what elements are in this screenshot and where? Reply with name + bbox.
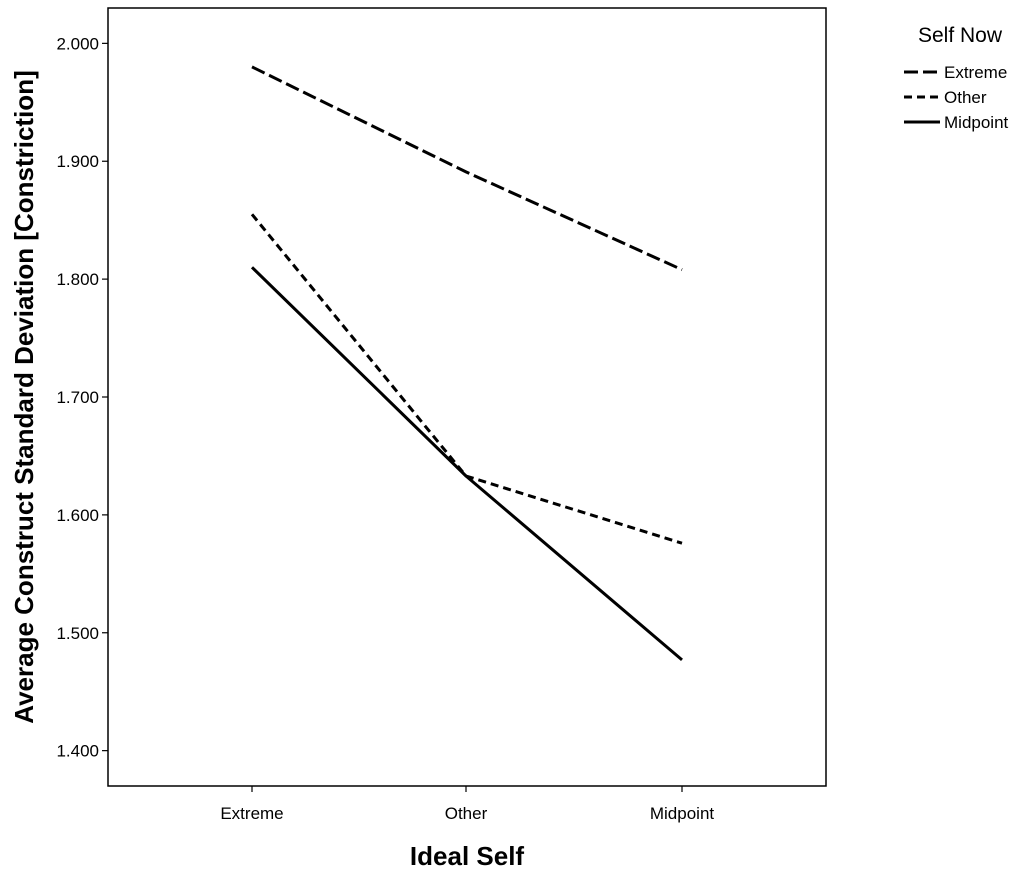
y-tick-label: 1.400 [56, 742, 99, 761]
legend-label-extreme: Extreme [944, 63, 1007, 82]
y-tick-label: 1.700 [56, 388, 99, 407]
x-axis-ticks: Extreme Other Midpoint [220, 786, 714, 823]
legend-items: Extreme Other Midpoint [904, 63, 1009, 132]
x-axis-title: Ideal Self [410, 841, 524, 871]
series-lines [250, 65, 683, 662]
y-tick-label: 1.900 [56, 152, 99, 171]
x-tick-label: Other [445, 804, 488, 823]
legend-label-other: Other [944, 88, 987, 107]
legend-title: Self Now [918, 24, 1003, 47]
y-axis-title: Average Construct Standard Deviation [Co… [9, 70, 39, 723]
x-tick-label: Midpoint [650, 804, 715, 823]
legend: Self Now Extreme Other Midpoint [904, 24, 1009, 132]
y-tick-label: 1.500 [56, 624, 99, 643]
series-line-midpoint [250, 266, 683, 662]
x-tick-label: Extreme [220, 804, 283, 823]
y-tick-label: 1.600 [56, 506, 99, 525]
plot-frame [107, 7, 827, 787]
legend-label-midpoint: Midpoint [944, 113, 1009, 132]
y-axis-ticks: 1.400 1.500 1.600 1.700 1.800 1.900 2.000 [56, 34, 108, 761]
y-tick-label: 1.800 [56, 270, 99, 289]
series-line-extreme [251, 65, 683, 272]
y-tick-label: 2.000 [56, 34, 99, 53]
